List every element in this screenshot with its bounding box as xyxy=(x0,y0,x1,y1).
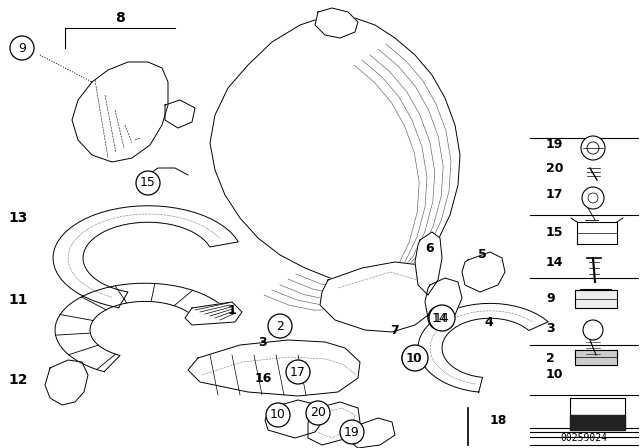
Polygon shape xyxy=(415,232,442,295)
Circle shape xyxy=(429,305,455,331)
Circle shape xyxy=(136,171,160,195)
Text: 18: 18 xyxy=(490,414,508,426)
Text: 17: 17 xyxy=(546,189,563,202)
Text: 19: 19 xyxy=(344,426,360,439)
Text: 14: 14 xyxy=(434,311,450,324)
Text: 00259024: 00259024 xyxy=(561,433,607,443)
Polygon shape xyxy=(320,262,440,332)
Polygon shape xyxy=(308,402,360,445)
Polygon shape xyxy=(575,290,617,308)
Text: 10: 10 xyxy=(406,352,422,365)
FancyBboxPatch shape xyxy=(577,222,617,244)
Text: 15: 15 xyxy=(546,225,563,238)
Text: 5: 5 xyxy=(478,249,487,262)
Polygon shape xyxy=(348,418,395,448)
Polygon shape xyxy=(315,8,358,38)
Text: 17: 17 xyxy=(290,366,306,379)
Polygon shape xyxy=(210,15,460,283)
Text: 6: 6 xyxy=(425,241,434,254)
Polygon shape xyxy=(185,302,242,325)
Text: 3: 3 xyxy=(546,322,555,335)
Polygon shape xyxy=(72,62,168,162)
Text: 7: 7 xyxy=(390,323,399,336)
Circle shape xyxy=(286,360,310,384)
Circle shape xyxy=(582,187,604,209)
Polygon shape xyxy=(165,100,195,128)
Text: 3: 3 xyxy=(258,336,267,349)
Text: 4: 4 xyxy=(484,315,493,328)
Text: 9: 9 xyxy=(18,42,26,55)
Polygon shape xyxy=(418,303,548,392)
Polygon shape xyxy=(53,206,238,308)
Text: 9: 9 xyxy=(546,292,555,305)
Polygon shape xyxy=(575,350,617,365)
Circle shape xyxy=(428,306,452,330)
Polygon shape xyxy=(570,415,625,430)
Circle shape xyxy=(266,403,290,427)
Circle shape xyxy=(402,345,428,371)
Polygon shape xyxy=(425,278,462,325)
Text: 14: 14 xyxy=(432,311,448,324)
Circle shape xyxy=(402,346,426,370)
Polygon shape xyxy=(265,400,325,438)
Polygon shape xyxy=(55,283,225,372)
Text: 8: 8 xyxy=(115,11,125,25)
Text: 16: 16 xyxy=(255,371,273,384)
Text: 2: 2 xyxy=(276,319,284,332)
Text: 19: 19 xyxy=(546,138,563,151)
Text: 12: 12 xyxy=(8,373,28,387)
Polygon shape xyxy=(570,398,625,430)
Text: 1: 1 xyxy=(228,303,237,316)
Circle shape xyxy=(581,136,605,160)
Text: 10: 10 xyxy=(407,352,423,365)
Circle shape xyxy=(306,401,330,425)
Text: 20: 20 xyxy=(546,161,563,175)
Text: 15: 15 xyxy=(140,177,156,190)
Circle shape xyxy=(340,420,364,444)
Text: 14: 14 xyxy=(546,255,563,268)
Circle shape xyxy=(268,314,292,338)
Text: 20: 20 xyxy=(310,406,326,419)
Text: 10: 10 xyxy=(270,409,286,422)
Polygon shape xyxy=(188,340,360,396)
Text: 2: 2 xyxy=(546,352,555,365)
Text: 11: 11 xyxy=(8,293,28,307)
Circle shape xyxy=(10,36,34,60)
Text: 10: 10 xyxy=(546,369,563,382)
Polygon shape xyxy=(45,360,88,405)
Polygon shape xyxy=(462,252,505,292)
Text: 13: 13 xyxy=(8,211,28,225)
Circle shape xyxy=(583,320,603,340)
